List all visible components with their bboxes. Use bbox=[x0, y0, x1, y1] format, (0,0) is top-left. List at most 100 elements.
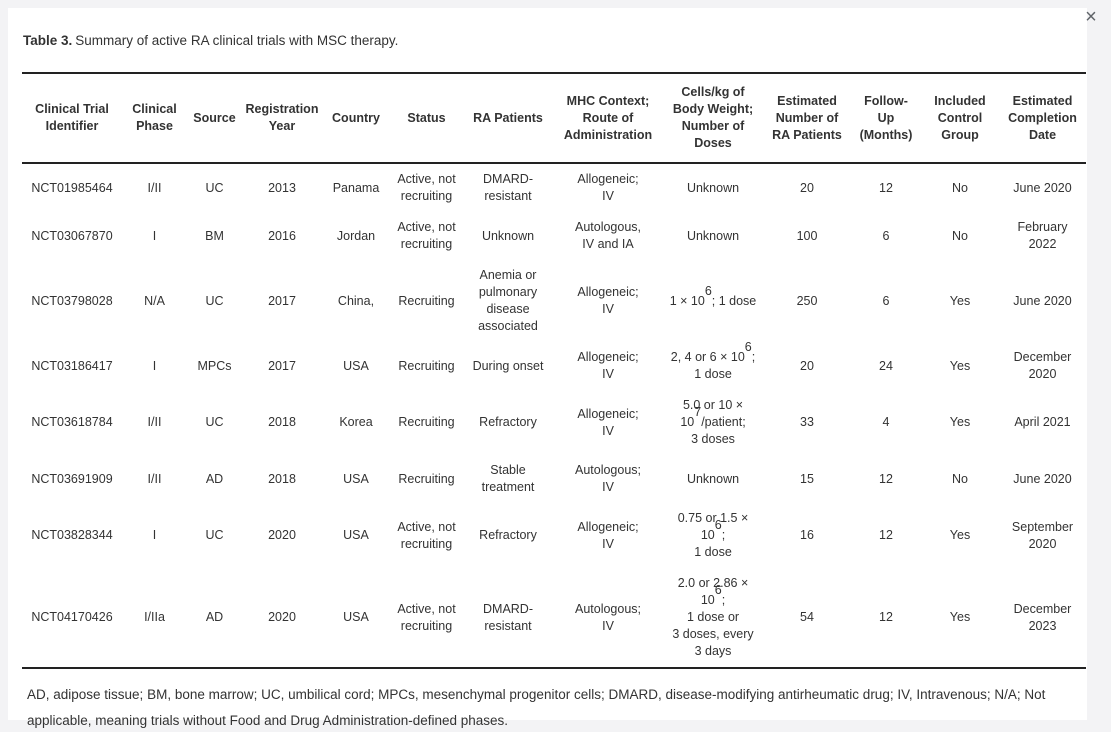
table-cell: NCT01985464 bbox=[31, 180, 113, 195]
close-icon[interactable]: × bbox=[1085, 6, 1097, 28]
table-cell: 2020 bbox=[268, 528, 296, 542]
table-cell: Active, not recruiting bbox=[397, 519, 456, 551]
table-cell: I/II bbox=[147, 180, 162, 195]
table-cell: DMARD-resistant bbox=[483, 172, 533, 203]
table-cell: DMARD-resistant bbox=[483, 601, 533, 633]
table-cell: June 2020 bbox=[1013, 293, 1072, 308]
table-cell: UC bbox=[205, 528, 224, 542]
table-cell: Allogeneic; IV bbox=[577, 172, 639, 203]
table-cell: 20 bbox=[800, 358, 814, 373]
column-header: Estimated Completion Date bbox=[999, 73, 1086, 164]
table-cell: USA bbox=[343, 610, 369, 624]
table-cell: NCT03186417 bbox=[31, 358, 113, 373]
table-row: NCT03691909 I/II AD 2018 USA Recruiting Stable… bbox=[22, 455, 1086, 503]
table-cell: June 2020 bbox=[1013, 471, 1072, 486]
table-cell: February 2022 bbox=[1017, 220, 1068, 251]
table-cell: 2020 bbox=[268, 610, 296, 624]
table-cell: 2018 bbox=[268, 471, 296, 486]
table-cell: Recruiting bbox=[398, 415, 455, 429]
table-cell: NCT03798028 bbox=[31, 293, 113, 308]
table-cell: Allogeneic; IV bbox=[577, 519, 639, 551]
table-cell: 2017 bbox=[268, 293, 296, 308]
table-cell: During onset bbox=[472, 358, 544, 373]
table-cell: Korea bbox=[339, 415, 373, 429]
table-cell: AD bbox=[205, 471, 224, 486]
column-header: RA Patients bbox=[463, 73, 553, 164]
table-cell: UC bbox=[205, 180, 224, 195]
table-cell: I/IIa bbox=[144, 610, 165, 624]
table-cell: Yes bbox=[949, 610, 971, 624]
table-cell: 5.0 or 10 × 107/patient; 3 doses bbox=[680, 398, 746, 446]
table-row: NCT01985464 I/II UC 2013 Panama Active, not re… bbox=[22, 163, 1086, 212]
table-cell: 6 bbox=[882, 228, 890, 243]
table-cell: Recruiting bbox=[398, 358, 455, 373]
table-cell: Autologous; IV bbox=[574, 601, 642, 633]
table-cell: 100 bbox=[796, 228, 818, 243]
column-header: Clinical Phase bbox=[122, 73, 187, 164]
column-header: Clinical Trial Identifier bbox=[22, 73, 122, 164]
table-cell: I/II bbox=[147, 471, 162, 486]
table-cell: Yes bbox=[949, 358, 971, 373]
table-cell: I bbox=[152, 358, 157, 373]
table-cell: UC bbox=[205, 415, 224, 429]
table-cell: 2, 4 or 6 × 106; 1 dose bbox=[670, 340, 756, 381]
table-cell: 2013 bbox=[268, 180, 296, 195]
column-header: Registration Year bbox=[242, 73, 322, 164]
table-row: NCT03798028 N/A UC 2017 China, Recruiting Anem… bbox=[22, 260, 1086, 342]
table-cell: Yes bbox=[949, 415, 971, 429]
column-header: MHC Context; Route of Administration bbox=[553, 73, 663, 164]
table-cell: NCT04170426 bbox=[31, 610, 113, 624]
table-cell: No bbox=[952, 471, 968, 486]
table-caption-text: Summary of active RA clinical trials wit… bbox=[75, 33, 399, 48]
table-cell: No bbox=[952, 180, 968, 195]
column-header: Estimated Number of RA Patients bbox=[763, 73, 851, 164]
table-cell: December 2023 bbox=[1013, 601, 1072, 633]
table-cell: UC bbox=[205, 293, 224, 308]
table-cell: China, bbox=[337, 293, 375, 308]
table-cell: 6 bbox=[882, 293, 890, 308]
table-cell: September 2020 bbox=[1011, 519, 1074, 551]
table-cell: Allogeneic; IV bbox=[577, 406, 639, 438]
table-cell: Active, not recruiting bbox=[397, 220, 456, 251]
table-cell: 24 bbox=[879, 358, 893, 373]
table-cell: 2016 bbox=[268, 228, 296, 243]
table-cell: 16 bbox=[800, 528, 814, 542]
table-cell: NCT03828344 bbox=[31, 528, 113, 542]
table-cell: 12 bbox=[879, 610, 893, 624]
column-header: Included Control Group bbox=[921, 73, 999, 164]
table-cell: Anemia or pulmonary disease associated bbox=[478, 268, 538, 333]
table-caption: Table 3. Summary of active RA clinical tr… bbox=[8, 8, 1087, 48]
clinical-trials-table: Clinical Trial Identifier Clinical Phase Sou… bbox=[22, 72, 1086, 669]
table-cell: Refractory bbox=[479, 415, 537, 429]
table-cell: BM bbox=[205, 228, 224, 243]
table-cell: N/A bbox=[144, 293, 165, 308]
table-cell: 12 bbox=[879, 471, 893, 486]
table-caption-label: Table 3. bbox=[23, 33, 73, 48]
table-cell: 12 bbox=[879, 528, 893, 542]
column-header: Cells/kg of Body Weight; Number of Doses bbox=[663, 73, 763, 164]
table-cell: 2017 bbox=[268, 358, 296, 373]
table-cell: USA bbox=[343, 471, 369, 486]
table-cell: June 2020 bbox=[1013, 180, 1072, 195]
header-row: Clinical Trial Identifier Clinical Phase Sou… bbox=[22, 73, 1086, 164]
table-cell: 12 bbox=[879, 180, 893, 195]
table-cell: 54 bbox=[800, 610, 814, 624]
column-header: Country bbox=[322, 73, 390, 164]
table-row: NCT03618784 I/II UC 2018 Korea Recruiting Refr… bbox=[22, 390, 1086, 455]
table-cell: MPCs bbox=[197, 358, 232, 373]
table-cell: Unknown bbox=[481, 228, 535, 243]
table-cell: Allogeneic; IV bbox=[577, 350, 639, 381]
table-cell: 2.0 or 2.86 × 106; 1 dose or 3 doses, every… bbox=[672, 576, 754, 658]
table-cell: NCT03618784 bbox=[31, 415, 113, 429]
table-cell: Stable treatment bbox=[481, 463, 535, 494]
table-row: NCT03067870 I BM 2016 Jordan Active, not recru… bbox=[22, 212, 1086, 260]
table-footnote: AD, adipose tissue; BM, bone marrow; UC,… bbox=[27, 687, 1046, 728]
table-cell: I/II bbox=[147, 415, 162, 429]
table-cell: Recruiting bbox=[398, 293, 455, 308]
table-cell: 0.75 or 1.5 × 106; 1 dose bbox=[677, 511, 749, 559]
table-cell: Unknown bbox=[686, 180, 740, 195]
table-cell: Refractory bbox=[479, 528, 537, 542]
table-cell: 250 bbox=[796, 293, 818, 308]
table-cell: USA bbox=[343, 528, 369, 542]
